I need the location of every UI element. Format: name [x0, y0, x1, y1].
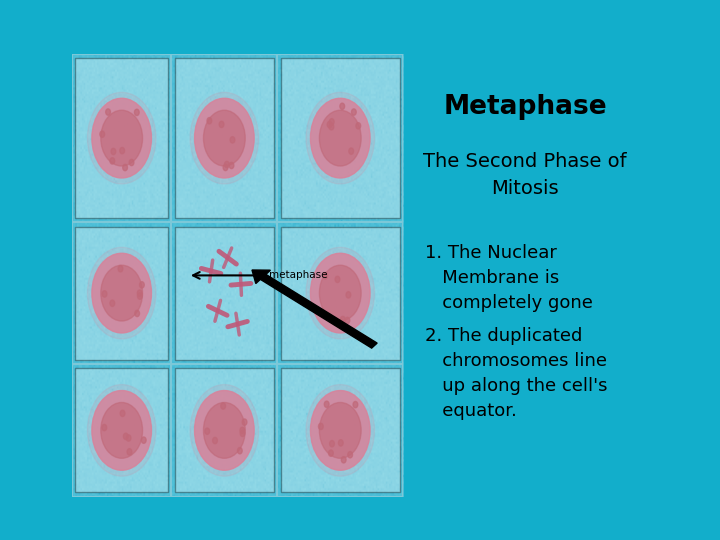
Circle shape	[204, 428, 210, 434]
Circle shape	[229, 163, 234, 168]
Ellipse shape	[204, 110, 246, 166]
Text: Metaphase: Metaphase	[444, 94, 607, 120]
Ellipse shape	[92, 390, 151, 470]
Ellipse shape	[87, 384, 156, 476]
Circle shape	[323, 273, 328, 279]
Ellipse shape	[310, 98, 370, 178]
Circle shape	[120, 147, 125, 154]
FancyBboxPatch shape	[76, 368, 168, 492]
FancyBboxPatch shape	[281, 368, 400, 492]
Ellipse shape	[101, 265, 143, 321]
Circle shape	[340, 103, 345, 110]
Circle shape	[339, 319, 343, 326]
Ellipse shape	[101, 402, 143, 458]
FancyBboxPatch shape	[281, 58, 400, 218]
FancyBboxPatch shape	[281, 227, 400, 360]
Circle shape	[100, 131, 104, 137]
Circle shape	[240, 430, 245, 436]
Circle shape	[348, 148, 354, 154]
Circle shape	[102, 424, 107, 431]
Ellipse shape	[92, 98, 151, 178]
Circle shape	[212, 437, 217, 444]
Circle shape	[135, 109, 139, 116]
Circle shape	[327, 122, 332, 128]
Ellipse shape	[310, 253, 370, 333]
Circle shape	[120, 410, 125, 416]
Circle shape	[140, 282, 144, 288]
FancyBboxPatch shape	[175, 227, 274, 360]
Circle shape	[110, 300, 114, 306]
Ellipse shape	[306, 247, 374, 339]
Ellipse shape	[190, 384, 258, 476]
Circle shape	[348, 451, 353, 458]
Circle shape	[102, 291, 107, 297]
FancyBboxPatch shape	[76, 227, 168, 360]
Circle shape	[329, 119, 334, 125]
Ellipse shape	[194, 390, 254, 470]
Circle shape	[223, 164, 228, 171]
Circle shape	[122, 164, 127, 171]
Circle shape	[219, 121, 224, 127]
Ellipse shape	[306, 92, 374, 184]
Circle shape	[207, 118, 212, 124]
Circle shape	[345, 318, 350, 323]
FancyBboxPatch shape	[175, 58, 274, 218]
Circle shape	[221, 403, 225, 409]
Ellipse shape	[92, 253, 151, 333]
Circle shape	[138, 293, 143, 299]
Circle shape	[335, 276, 340, 282]
Ellipse shape	[310, 390, 370, 470]
Circle shape	[240, 427, 245, 434]
Ellipse shape	[87, 247, 156, 339]
Circle shape	[138, 290, 142, 296]
Circle shape	[341, 316, 345, 323]
Circle shape	[111, 148, 116, 154]
Circle shape	[242, 419, 247, 426]
Circle shape	[118, 266, 123, 272]
Circle shape	[338, 440, 343, 446]
Ellipse shape	[194, 98, 254, 178]
Circle shape	[356, 123, 361, 129]
Circle shape	[238, 448, 242, 454]
Text: 2. The duplicated
   chromosomes line
   up along the cell's
   equator.: 2. The duplicated chromosomes line up al…	[425, 327, 607, 420]
Ellipse shape	[320, 110, 361, 166]
Circle shape	[127, 449, 132, 455]
Circle shape	[110, 158, 114, 164]
Text: The Second Phase of
Mitosis: The Second Phase of Mitosis	[423, 152, 627, 198]
Ellipse shape	[190, 92, 258, 184]
Circle shape	[135, 310, 140, 316]
Ellipse shape	[320, 265, 361, 321]
Circle shape	[329, 124, 334, 130]
Ellipse shape	[306, 384, 374, 476]
Circle shape	[141, 437, 146, 443]
Circle shape	[129, 159, 134, 166]
Circle shape	[123, 433, 128, 440]
Circle shape	[106, 109, 110, 115]
Circle shape	[328, 450, 333, 456]
Ellipse shape	[87, 92, 156, 184]
Circle shape	[346, 292, 351, 298]
Text: 1. The Nuclear
   Membrane is
   completely gone: 1. The Nuclear Membrane is completely go…	[425, 244, 593, 312]
Circle shape	[341, 457, 346, 463]
Circle shape	[230, 137, 235, 143]
Ellipse shape	[320, 402, 361, 458]
Circle shape	[225, 161, 229, 168]
FancyBboxPatch shape	[175, 368, 274, 492]
Circle shape	[353, 401, 358, 408]
Ellipse shape	[101, 110, 143, 166]
Text: metaphase: metaphase	[269, 271, 328, 280]
Circle shape	[318, 423, 323, 430]
FancyBboxPatch shape	[76, 58, 168, 218]
Circle shape	[126, 435, 131, 441]
Ellipse shape	[204, 402, 246, 458]
Circle shape	[351, 109, 356, 115]
Circle shape	[324, 401, 329, 408]
Circle shape	[330, 441, 334, 447]
